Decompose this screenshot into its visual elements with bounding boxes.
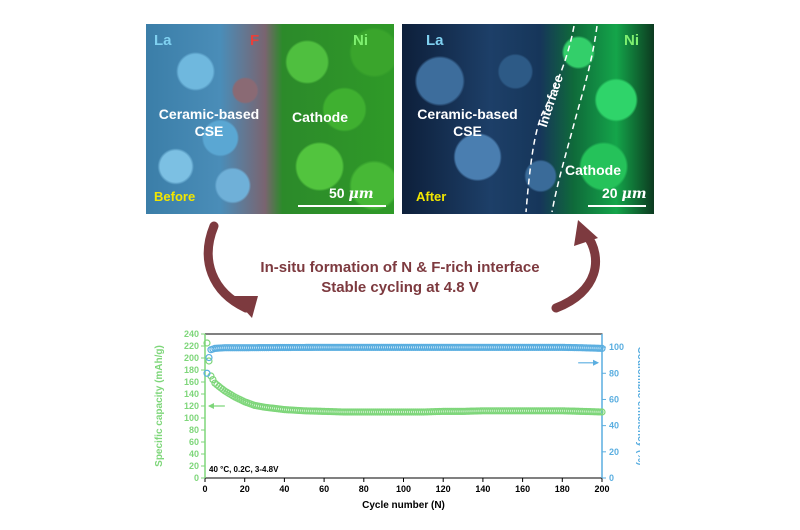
y-tick-label: 220 <box>184 341 199 351</box>
capacity-point <box>203 339 211 347</box>
y-tick-label: 40 <box>189 449 199 459</box>
cse-region-label: Ceramic-based CSE <box>417 106 518 139</box>
y2-tick-label: 80 <box>609 368 619 378</box>
y-tick-label: 80 <box>189 425 199 435</box>
up-arrow-shaft <box>551 229 601 313</box>
x-tick-label: 40 <box>279 484 289 494</box>
efficiency-point <box>598 344 606 352</box>
y2-tick-label: 100 <box>609 342 624 352</box>
x-tick-label: 80 <box>359 484 369 494</box>
eds-map-before: La F Ni Ceramic-based CSE Cathode Before… <box>146 24 394 214</box>
y2-tick-label: 60 <box>609 394 619 404</box>
y-axis-title: Specific capacity (mAh/g) <box>154 345 165 467</box>
x-tick-label: 0 <box>202 484 207 494</box>
scale-bar <box>588 205 646 207</box>
y2-tick-label: 0 <box>609 473 614 483</box>
x-tick-label: 120 <box>436 484 451 494</box>
before-state-label: Before <box>154 189 196 204</box>
f-label: F <box>250 32 260 49</box>
x-tick-label: 200 <box>594 484 609 494</box>
ni-label: Ni <box>624 32 639 49</box>
y2-tick-label: 40 <box>609 421 619 431</box>
capacity-axis-arrowhead <box>207 403 214 409</box>
la-label: La <box>154 32 172 49</box>
caption-line-1: In-situ formation of N & F-rich interfac… <box>260 259 540 276</box>
capacity-point <box>205 357 213 365</box>
efficiency-axis-arrowhead <box>593 359 600 366</box>
y-tick-label: 60 <box>189 437 199 447</box>
y-tick-label: 100 <box>184 413 199 423</box>
y-tick-label: 160 <box>184 377 199 387</box>
scale-bar <box>298 205 386 207</box>
capacity-point <box>598 408 606 416</box>
capacity-point <box>209 375 217 384</box>
x-tick-label: 100 <box>396 484 411 494</box>
y2-axis-title: Coulombic efficiency (%) <box>635 347 640 466</box>
cycling-chart: 0 20 40 60 80 100 120 140 160 180 2000204060801001… <box>154 329 640 511</box>
down-arrow-head <box>232 296 258 318</box>
scale-bar-label: 20 μm <box>602 185 647 202</box>
cathode-region-label: Cathode <box>565 162 621 178</box>
up-arrow-head <box>574 220 598 246</box>
y-tick-label: 20 <box>189 461 199 471</box>
y-tick-label: 180 <box>184 365 199 375</box>
y-tick-label: 140 <box>184 389 199 399</box>
ni-label: Ni <box>353 32 368 49</box>
test-conditions-annotation: 40 °C, 0.2C, 3-4.8V <box>209 465 279 474</box>
x-axis-title: Cycle number (N) <box>362 500 445 511</box>
x-tick-label: 160 <box>515 484 530 494</box>
x-tick-label: 180 <box>555 484 570 494</box>
y2-tick-label: 20 <box>609 447 619 457</box>
y-tick-label: 0 <box>194 473 199 483</box>
efficiency-point <box>203 369 211 377</box>
scale-bar-label: 50 μm <box>329 185 374 202</box>
after-state-label: After <box>416 189 447 204</box>
efficiency-point <box>205 353 213 362</box>
la-label: La <box>426 32 444 49</box>
down-arrow-shaft <box>203 221 251 313</box>
y-tick-label: 200 <box>184 353 199 363</box>
eds-map-after: La Ni Ceramic-based CSE Interface Cathod… <box>402 24 654 214</box>
y-tick-label: 120 <box>184 401 199 411</box>
x-tick-label: 60 <box>319 484 329 494</box>
caption-line-2: Stable cycling at 4.8 V <box>321 279 479 296</box>
cathode-region-label: Cathode <box>292 109 348 125</box>
interface-boundary-lines <box>525 25 598 213</box>
cse-region-label: Ceramic-based CSE <box>158 106 260 139</box>
x-tick-label: 140 <box>475 484 490 494</box>
y-tick-label: 240 <box>184 329 199 339</box>
x-tick-label: 20 <box>240 484 250 494</box>
